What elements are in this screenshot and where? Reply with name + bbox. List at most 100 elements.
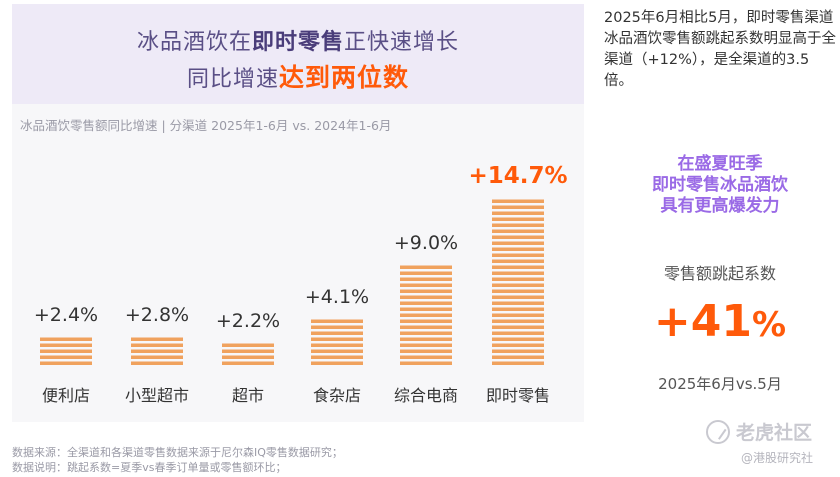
metric-unit: %	[752, 305, 787, 345]
bar-超市	[222, 343, 274, 365]
bar-stripe	[131, 361, 183, 365]
bar-stripe	[492, 313, 544, 317]
headline-text: 同比增速	[186, 67, 279, 92]
bar-食杂店	[311, 319, 363, 365]
bar-stripe	[492, 349, 544, 353]
headline-banner: 冰品酒饮在即时零售正快速增长 同比增速达到两位数	[12, 4, 584, 104]
bar-stripe	[400, 313, 452, 317]
bar-stripe	[400, 289, 452, 293]
callout-heading: 在盛夏旺季 即时零售冰品酒饮 具有更高爆发力	[612, 154, 828, 217]
metric-label: 零售额跳起系数	[663, 264, 776, 283]
bar-stripe	[492, 205, 544, 209]
bar-stripe	[311, 355, 363, 359]
bar-stripe	[131, 337, 183, 341]
bar-stripe	[492, 271, 544, 275]
category-label: 超市	[232, 386, 264, 405]
bar-stripe	[311, 319, 363, 323]
bar-stripe	[492, 265, 544, 269]
bar-stripe	[131, 355, 183, 359]
bar-stripe	[40, 355, 92, 359]
metric-number: +41	[653, 296, 753, 347]
bar-综合电商	[400, 265, 452, 365]
headline-emphasis: 即时零售	[251, 30, 344, 55]
data-label: +4.1%	[305, 286, 369, 308]
bar-stripe	[492, 229, 544, 233]
bar-stripe	[492, 241, 544, 245]
bar-stripe	[492, 325, 544, 329]
bar-stripe	[492, 223, 544, 227]
bar-stripe	[492, 247, 544, 251]
bar-stripe	[222, 343, 274, 347]
bar-stripe	[311, 331, 363, 335]
chart-subtitle: 冰品酒饮零售额同比增速 | 分渠道 2025年1-6月 vs. 2024年1-6…	[20, 118, 392, 133]
bar-stripe	[492, 301, 544, 305]
data-label: +9.0%	[394, 232, 458, 254]
bar-stripe	[222, 355, 274, 359]
category-label: 综合电商	[394, 386, 458, 405]
data-label: +14.7%	[468, 163, 567, 189]
bar-stripe	[492, 277, 544, 281]
data-label: +2.2%	[216, 310, 280, 332]
footnote-source: 数据来源：全渠道和各渠道零售数据来源于尼尔森IQ零售数据研究；	[12, 446, 343, 459]
bar-stripe	[400, 283, 452, 287]
headline-line-2: 同比增速达到两位数	[12, 58, 584, 94]
bar-stripe	[492, 331, 544, 335]
headline-line-1: 冰品酒饮在即时零售正快速增长	[12, 24, 584, 56]
summary-text: 2025年6月相比5月，即时零售渠道冰品酒饮零售额跳起系数明显高于全渠道（+12…	[604, 10, 836, 89]
bar-stripe	[492, 307, 544, 311]
bar-stripe	[400, 307, 452, 311]
bar-便利店	[40, 337, 92, 365]
bar-stripe	[400, 271, 452, 275]
bar-stripe	[492, 283, 544, 287]
bar-stripe	[400, 331, 452, 335]
bar-stripe	[400, 319, 452, 323]
bar-stripe	[222, 349, 274, 353]
bar-stripe	[131, 343, 183, 347]
data-label: +2.8%	[125, 304, 189, 326]
bar-stripe	[311, 343, 363, 347]
data-label: +2.4%	[34, 304, 98, 326]
bar-stripe	[400, 295, 452, 299]
bar-stripe	[222, 361, 274, 365]
bar-stripe	[400, 301, 452, 305]
bar-stripe	[492, 259, 544, 263]
bar-stripe	[492, 289, 544, 293]
bar-stripe	[492, 319, 544, 323]
bar-stripe	[311, 361, 363, 365]
bar-小型超市	[131, 337, 183, 365]
bar-stripe	[492, 211, 544, 215]
bar-stripe	[492, 343, 544, 347]
bar-stripe	[40, 361, 92, 365]
headline-text: 冰品酒饮在	[136, 30, 252, 55]
bar-stripe	[400, 355, 452, 359]
bar-stripe	[492, 253, 544, 257]
bar-stripe	[400, 325, 452, 329]
category-label: 便利店	[42, 386, 90, 405]
watermark-brand: 老虎社区	[736, 422, 813, 444]
metric-period: 2025年6月vs.5月	[658, 375, 782, 393]
callout-line: 即时零售冰品酒饮	[652, 175, 788, 195]
bar-stripe	[400, 361, 452, 365]
metric-value: +41%	[612, 296, 828, 347]
headline-text: 正快速增长	[344, 30, 460, 55]
bar-stripe	[311, 349, 363, 353]
bar-stripe	[492, 295, 544, 299]
bar-stripe	[40, 343, 92, 347]
headline-highlight: 达到两位数	[279, 63, 410, 92]
bar-stripe	[400, 349, 452, 353]
bar-stripe	[311, 325, 363, 329]
labels-layer: +2.4% 便利店 +2.8% 小型超市 +2.2% 超市 +4.1% 食杂店 +9.0% 综合电…	[34, 163, 568, 405]
watermark: 老虎社区	[706, 418, 812, 445]
bar-stripe	[400, 343, 452, 347]
bar-stripe	[40, 337, 92, 341]
callout-line: 具有更高爆发力	[660, 196, 780, 216]
bar-stripe	[492, 355, 544, 359]
bar-stripe	[400, 337, 452, 341]
watermark-handle: @港股研究社	[741, 451, 814, 465]
bar-stripe	[400, 277, 452, 281]
bar-即时零售	[492, 199, 544, 365]
bars-layer	[40, 199, 544, 365]
bar-stripe	[400, 265, 452, 269]
category-label: 即时零售	[486, 386, 550, 405]
category-label: 小型超市	[125, 386, 189, 405]
